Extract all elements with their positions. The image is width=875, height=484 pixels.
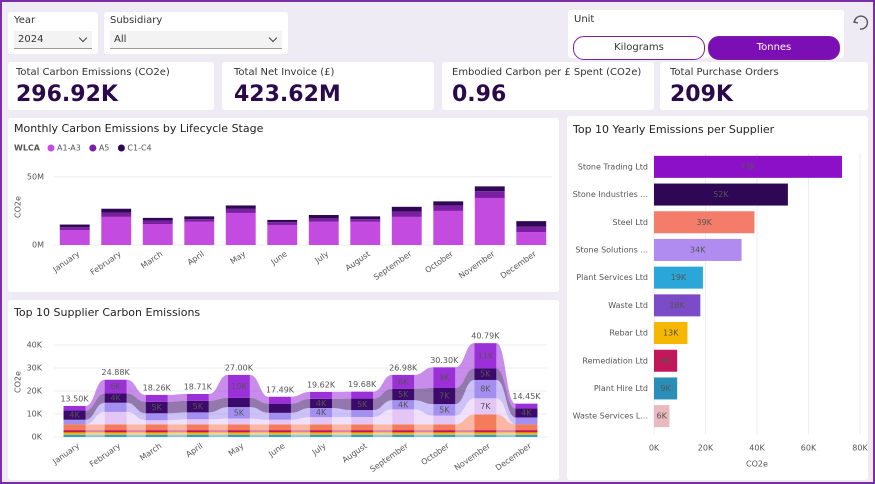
- chart-title: Top 10 Supplier Carbon Emissions: [14, 306, 201, 319]
- kpi-card: Total Purchase Orders 209K: [660, 62, 868, 110]
- card-value: 209K: [670, 82, 733, 107]
- card-label: Total Net Invoice (£): [234, 67, 335, 78]
- unit-label: Unit: [574, 14, 595, 25]
- filter-label: Subsidiary: [110, 15, 163, 26]
- card-value: 0.96: [452, 82, 507, 107]
- filter-label: Year: [14, 15, 36, 26]
- chart-panel: Top 10 Supplier Carbon Emissions: [8, 300, 559, 480]
- year-filter: Year 2024: [8, 12, 98, 54]
- year-dropdown[interactable]: 2024: [14, 31, 92, 49]
- unit-panel: Unit Kilograms Tonnes: [568, 10, 844, 60]
- card-label: Embodied Carbon per £ Spent (CO2e): [452, 67, 642, 78]
- subsidiary-filter: Subsidiary All: [104, 12, 288, 54]
- chart-title: Top 10 Yearly Emissions per Supplier: [573, 123, 775, 136]
- card-value: 423.62M: [234, 82, 341, 107]
- card-value: 296.92K: [16, 82, 118, 107]
- card-label: Total Purchase Orders: [670, 67, 779, 78]
- card-label: Total Carbon Emissions (CO2e): [16, 67, 170, 78]
- chart-panel: Top 10 Yearly Emissions per Supplier: [567, 116, 868, 480]
- subsidiary-dropdown[interactable]: All: [110, 31, 282, 49]
- chart-title: Monthly Carbon Emissions by Lifecycle St…: [14, 122, 264, 135]
- undo-button[interactable]: [852, 14, 870, 32]
- chart-panel: Monthly Carbon Emissions by Lifecycle St…: [8, 118, 559, 292]
- kpi-card: Total Carbon Emissions (CO2e) 296.92K: [8, 62, 214, 110]
- unit-button[interactable]: Kilograms: [573, 36, 705, 60]
- kpi-card: Embodied Carbon per £ Spent (CO2e) 0.96: [442, 62, 654, 110]
- unit-button[interactable]: Tonnes: [708, 36, 840, 60]
- kpi-card: Total Net Invoice (£) 423.62M: [222, 62, 434, 110]
